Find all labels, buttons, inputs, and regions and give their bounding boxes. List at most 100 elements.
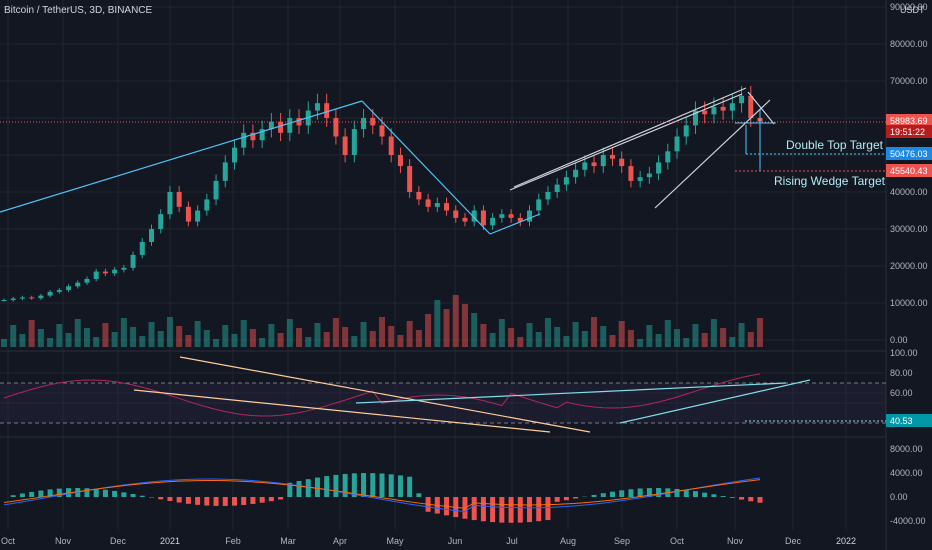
time-tick: Jul [506,536,518,546]
candle [278,121,284,133]
signal-line [3,479,761,509]
macd-histogram-bar [739,497,745,500]
rsi-tick: 60.00 [890,388,913,398]
volume-bar [489,333,496,347]
volume-bar [720,328,727,347]
candle [167,192,173,215]
volume-bar [305,337,312,347]
macd-histogram-bar [139,495,145,497]
volume-bar [332,318,339,347]
macd-histogram-bar [591,494,597,497]
candle [739,95,745,104]
volume-bars [1,295,763,347]
macd-histogram-bar [47,489,53,497]
rsi-line [3,373,761,417]
candle [563,177,569,185]
volume-bar [498,319,505,347]
candle [517,217,523,222]
annotations: Double Top Target Rising Wedge Target [774,138,886,188]
volume-bar [176,326,183,347]
macd-histogram-bar [314,477,320,497]
macd-histogram-bar [278,497,284,500]
price-tick: 10000.00 [890,298,928,308]
volume-bar [268,324,275,347]
volume-bar [674,329,681,347]
macd-histogram-bar [499,497,505,523]
rsi-current-tag: 40.53 [890,416,913,426]
candle [600,155,606,167]
candle [222,162,228,181]
macd-histogram-bar [19,493,25,497]
time-tick: Oct [1,536,16,546]
time-axis: Oct Nov Dec 2021 Feb Mar Apr May Jun Jul Aug Sep Oct… [1,536,856,546]
macd-histogram-bar [351,473,357,497]
macd-histogram-bar [296,480,302,497]
volume-bar [379,317,385,347]
candle [683,125,689,137]
trend-line [747,91,775,125]
candle [112,269,118,274]
volume-bar [360,322,367,347]
macd-histogram-bar [527,497,533,523]
candle [609,155,615,159]
volume-bar [747,332,754,347]
price-axis: 90000.0080000.0070000.0060000.0050000.00… [886,2,932,526]
volume-bar [683,338,690,347]
candle [47,291,53,296]
macd-histogram-bar [471,497,477,521]
price-tick: 40000.00 [890,187,928,197]
price-tick: 20000.00 [890,261,928,271]
trend-line [654,99,771,209]
volume-bar [296,328,303,347]
time-tick: Dec [110,536,127,546]
macd-histogram-bar [397,475,403,497]
volume-bar [646,325,653,347]
macd-histogram-bar [711,494,717,497]
last-price-tag-bg [886,114,932,127]
volume-bar [120,318,127,347]
macd-histogram-bar [757,497,763,503]
time-tick: Oct [670,536,685,546]
macd-tick: 0.00 [890,492,908,502]
macd-histogram-bar [324,476,330,497]
rsi-tick: 100.00 [890,348,918,358]
volume-bar [434,300,441,347]
candle [637,177,643,181]
candle [351,129,357,155]
candlesticks [1,86,763,302]
macd-histogram-bar [609,491,615,497]
candle [582,162,588,170]
time-tick: Feb [225,536,241,546]
candle [213,180,219,200]
price-tick: 0.00 [890,335,908,345]
volume-bar [526,323,533,347]
macd-histogram-bar [259,497,265,503]
volume-bar [194,321,201,347]
candle [324,103,330,118]
candle [176,192,182,207]
volume-bar [139,336,146,347]
macd-histogram-bar [656,488,662,497]
volume-bar [471,313,478,347]
volume-bar [47,338,54,347]
macd-histogram-bar [56,488,62,497]
volume-bar [111,332,118,347]
macd-histogram-bar [93,488,99,497]
volume-bar [83,328,90,347]
candle [56,290,62,292]
macd-histogram-bar [176,497,182,503]
double-top-tag: 50476.03 [890,149,928,159]
volume-bar [544,318,551,347]
macd-tick: 8000.00 [890,444,923,454]
macd-histogram-bar [720,496,726,497]
price-tick: 70000.00 [890,76,928,86]
macd-histogram-bar [305,479,311,497]
macd-histogram-bar [84,488,90,497]
candle [397,155,403,167]
macd-histogram-bar [342,473,348,497]
volume-bar [166,317,173,347]
candle [121,267,127,270]
volume-bar [323,332,330,347]
macd-histogram-bar [646,488,652,497]
